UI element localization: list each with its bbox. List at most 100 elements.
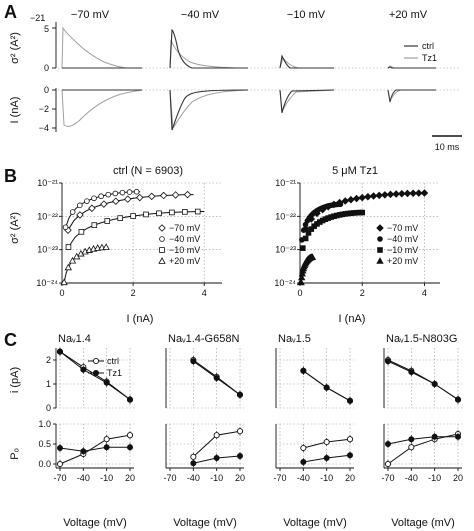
data-point [84,198,90,204]
subplot-title: Naᵥ1.4 [58,333,91,345]
data-point [408,368,415,375]
legend-marker [377,236,383,242]
y-tick-label: 10⁻²³ [37,245,58,255]
data-point [190,358,197,365]
x-tick-label: -40 [77,473,90,483]
x-tick-label: 20 [125,473,135,483]
data-point [171,191,180,199]
x-tick-label: 4 [422,288,427,298]
x-tick-label: -70 [53,473,66,483]
data-point [98,193,104,200]
x-tick-label: 20 [453,473,463,483]
data-point [409,189,417,198]
y-tick-label: 10⁻²² [275,211,296,221]
i-tz1-line [59,351,131,401]
data-point [392,190,400,198]
panel-b-left-xlabel: I (nA) [127,313,154,325]
x-axis-label: Voltage (mV) [173,517,237,529]
panel-a-current-tick-label: −2 [39,104,49,114]
y-tick-label: 10⁻²⁴ [274,278,296,288]
data-point [76,211,84,219]
data-point [126,432,134,439]
data-point [147,192,156,201]
data-point [104,218,111,224]
data-point [213,432,220,439]
data-point [103,436,110,443]
x-tick-label: 0 [297,288,302,298]
data-point [300,458,307,465]
data-point [337,201,344,208]
data-point [64,263,72,271]
legend-label: −70 mV [387,223,418,233]
scale-bar-label: 10 ms [435,142,460,152]
data-point [236,452,243,459]
data-point [57,348,64,355]
data-point [56,460,64,468]
data-point [190,460,197,467]
data-point [135,193,144,202]
data-point [346,452,353,459]
legend-label: −10 mV [169,245,200,255]
legend-c-tz1-marker [92,369,100,377]
panel-b-right-xlabel: I (nA) [339,313,366,325]
x-tick-label: -70 [163,473,176,483]
legend-marker [377,247,383,253]
data-point [78,229,85,235]
x-tick-label: -10 [428,473,441,483]
legend-marker [376,224,384,232]
data-point [130,213,136,219]
data-point [386,190,395,199]
data-point [126,189,133,195]
legend-marker [158,257,166,264]
i-tz1-line [387,360,459,401]
x-tick-label: -40 [405,473,418,483]
data-point [88,204,96,212]
panel-b-right-title: 5 μM Tz1 [332,165,378,177]
panel-a-voltage-label: +20 mV [389,9,428,21]
data-point [398,189,406,198]
data-point [359,209,366,216]
data-point [80,448,87,455]
panel-c-ylabel-top: i (pA) [9,367,21,393]
x-tick-label: 4 [202,288,207,298]
panel-c-ylabel-bottom: Pₒ [9,448,21,460]
trace-variance-tz1-minus70 [61,26,142,69]
trace-current-tz1-minus40 [169,89,249,130]
data-point [80,366,87,373]
panel-a-current-tick-label: −4 [39,123,49,133]
data-point [183,190,192,199]
data-point [358,193,366,202]
data-point [347,195,355,204]
panel-a-variance-exponent: −21 [30,13,45,23]
data-point [384,440,391,447]
data-point [454,433,461,440]
data-point [431,433,438,440]
data-point [102,243,110,250]
data-point [381,191,389,199]
x-axis-label: Voltage (mV) [283,517,347,529]
data-point [384,358,391,365]
data-point [194,208,201,215]
x-tick-label: -40 [187,473,200,483]
panel-b-left-plot: 10⁻²¹ 10⁻²² 10⁻²³ 10⁻²⁴0 2 4 −70 mV−40 mV−10 m… [36,178,222,298]
data-point [364,192,372,201]
panel-a-current-tick-label: 0 [44,85,49,95]
data-point [300,245,306,251]
trace-current-ctrl-minus10 [279,89,335,114]
data-point [323,438,330,446]
panel-b-ylabel: σ² (A²) [9,212,21,244]
data-point [119,189,126,196]
x-tick-label: -10 [100,473,113,483]
subplot-title: Naᵥ1.5-N803G [386,333,457,345]
subplot-title: Naᵥ1.5 [278,333,311,345]
data-point [346,436,354,443]
data-point [300,444,307,452]
trace-variance-ctrl-minus40 [169,28,248,69]
trace-current-ctrl-minus40 [169,89,249,131]
data-point [213,374,220,381]
y-tick-label: 0.0 [38,459,51,469]
legend-marker [158,224,166,232]
data-point [346,397,353,404]
